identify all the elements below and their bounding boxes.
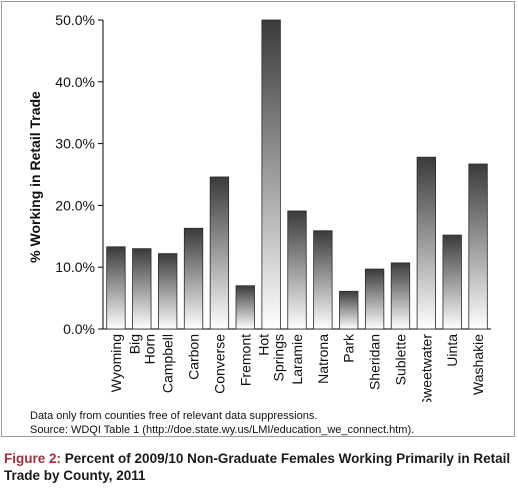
- bar: [468, 163, 488, 330]
- bar: [390, 262, 411, 330]
- bar: [416, 156, 436, 330]
- y-tick-label: 10.0%: [55, 259, 95, 275]
- y-tick-labels: 0.0% 10.0% 20.0% 30.0% 40.0% 50.0%: [55, 12, 95, 337]
- bar: [287, 210, 307, 330]
- x-tick-label: BigHorn: [126, 334, 157, 364]
- bar: [364, 268, 385, 330]
- x-tick-label: Carbon: [186, 334, 202, 380]
- x-tick-labels: Wyoming BigHorn Campbell Carbon Converse Frem…: [108, 333, 486, 402]
- y-tick-label: 20.0%: [55, 197, 95, 213]
- x-tick-label: Uinta: [444, 334, 460, 367]
- x-tick-label: Park: [341, 333, 357, 363]
- x-tick-label: Washakie: [470, 334, 486, 395]
- data-note: Data only from counties free of relevant…: [30, 410, 318, 422]
- bar-chart: 0.0% 10.0% 20.0% 30.0% 40.0% 50.0% Wyoming Big…: [27, 12, 491, 402]
- source-note: Source: WDQI Table 1 (http://doe.state.w…: [30, 424, 415, 436]
- figure-label: Figure 2:: [4, 451, 62, 466]
- bar: [339, 290, 359, 330]
- bar: [261, 19, 281, 330]
- bar: [132, 248, 152, 330]
- x-tick-label: Fremont: [237, 334, 253, 386]
- chart-frame: 0.0% 10.0% 20.0% 30.0% 40.0% 50.0% Wyoming Big…: [1, 1, 515, 437]
- bar: [158, 253, 178, 330]
- y-axis-label: % Working in Retail Trade: [27, 91, 43, 263]
- x-tick-label: Converse: [211, 334, 227, 394]
- x-tick-label: Sublette: [392, 334, 408, 386]
- x-tick-label: Wyoming: [108, 334, 124, 392]
- y-tick-label: 30.0%: [55, 136, 95, 152]
- bar: [106, 246, 126, 330]
- x-tick-label: Natrona: [315, 334, 331, 384]
- y-tick-label: 40.0%: [55, 74, 95, 90]
- figure-caption: Figure 2: Percent of 2009/10 Non-Graduat…: [4, 450, 514, 484]
- y-tick-label: 0.0%: [63, 321, 95, 337]
- bar: [183, 227, 204, 330]
- y-tick-label: 50.0%: [55, 12, 95, 28]
- x-tick-label: Campbell: [160, 334, 176, 393]
- bars: [106, 19, 488, 330]
- bar: [235, 285, 255, 330]
- bar: [209, 176, 230, 330]
- bar: [442, 234, 462, 330]
- x-tick-label: Laramie: [289, 334, 305, 385]
- x-tick-label: Sweetwater: [418, 334, 434, 402]
- figure-title: Percent of 2009/10 Non-Graduate Females …: [4, 451, 511, 483]
- x-tick-label: HotSprings: [256, 334, 287, 382]
- bar: [313, 230, 333, 330]
- x-tick-label: Sheridan: [367, 334, 383, 390]
